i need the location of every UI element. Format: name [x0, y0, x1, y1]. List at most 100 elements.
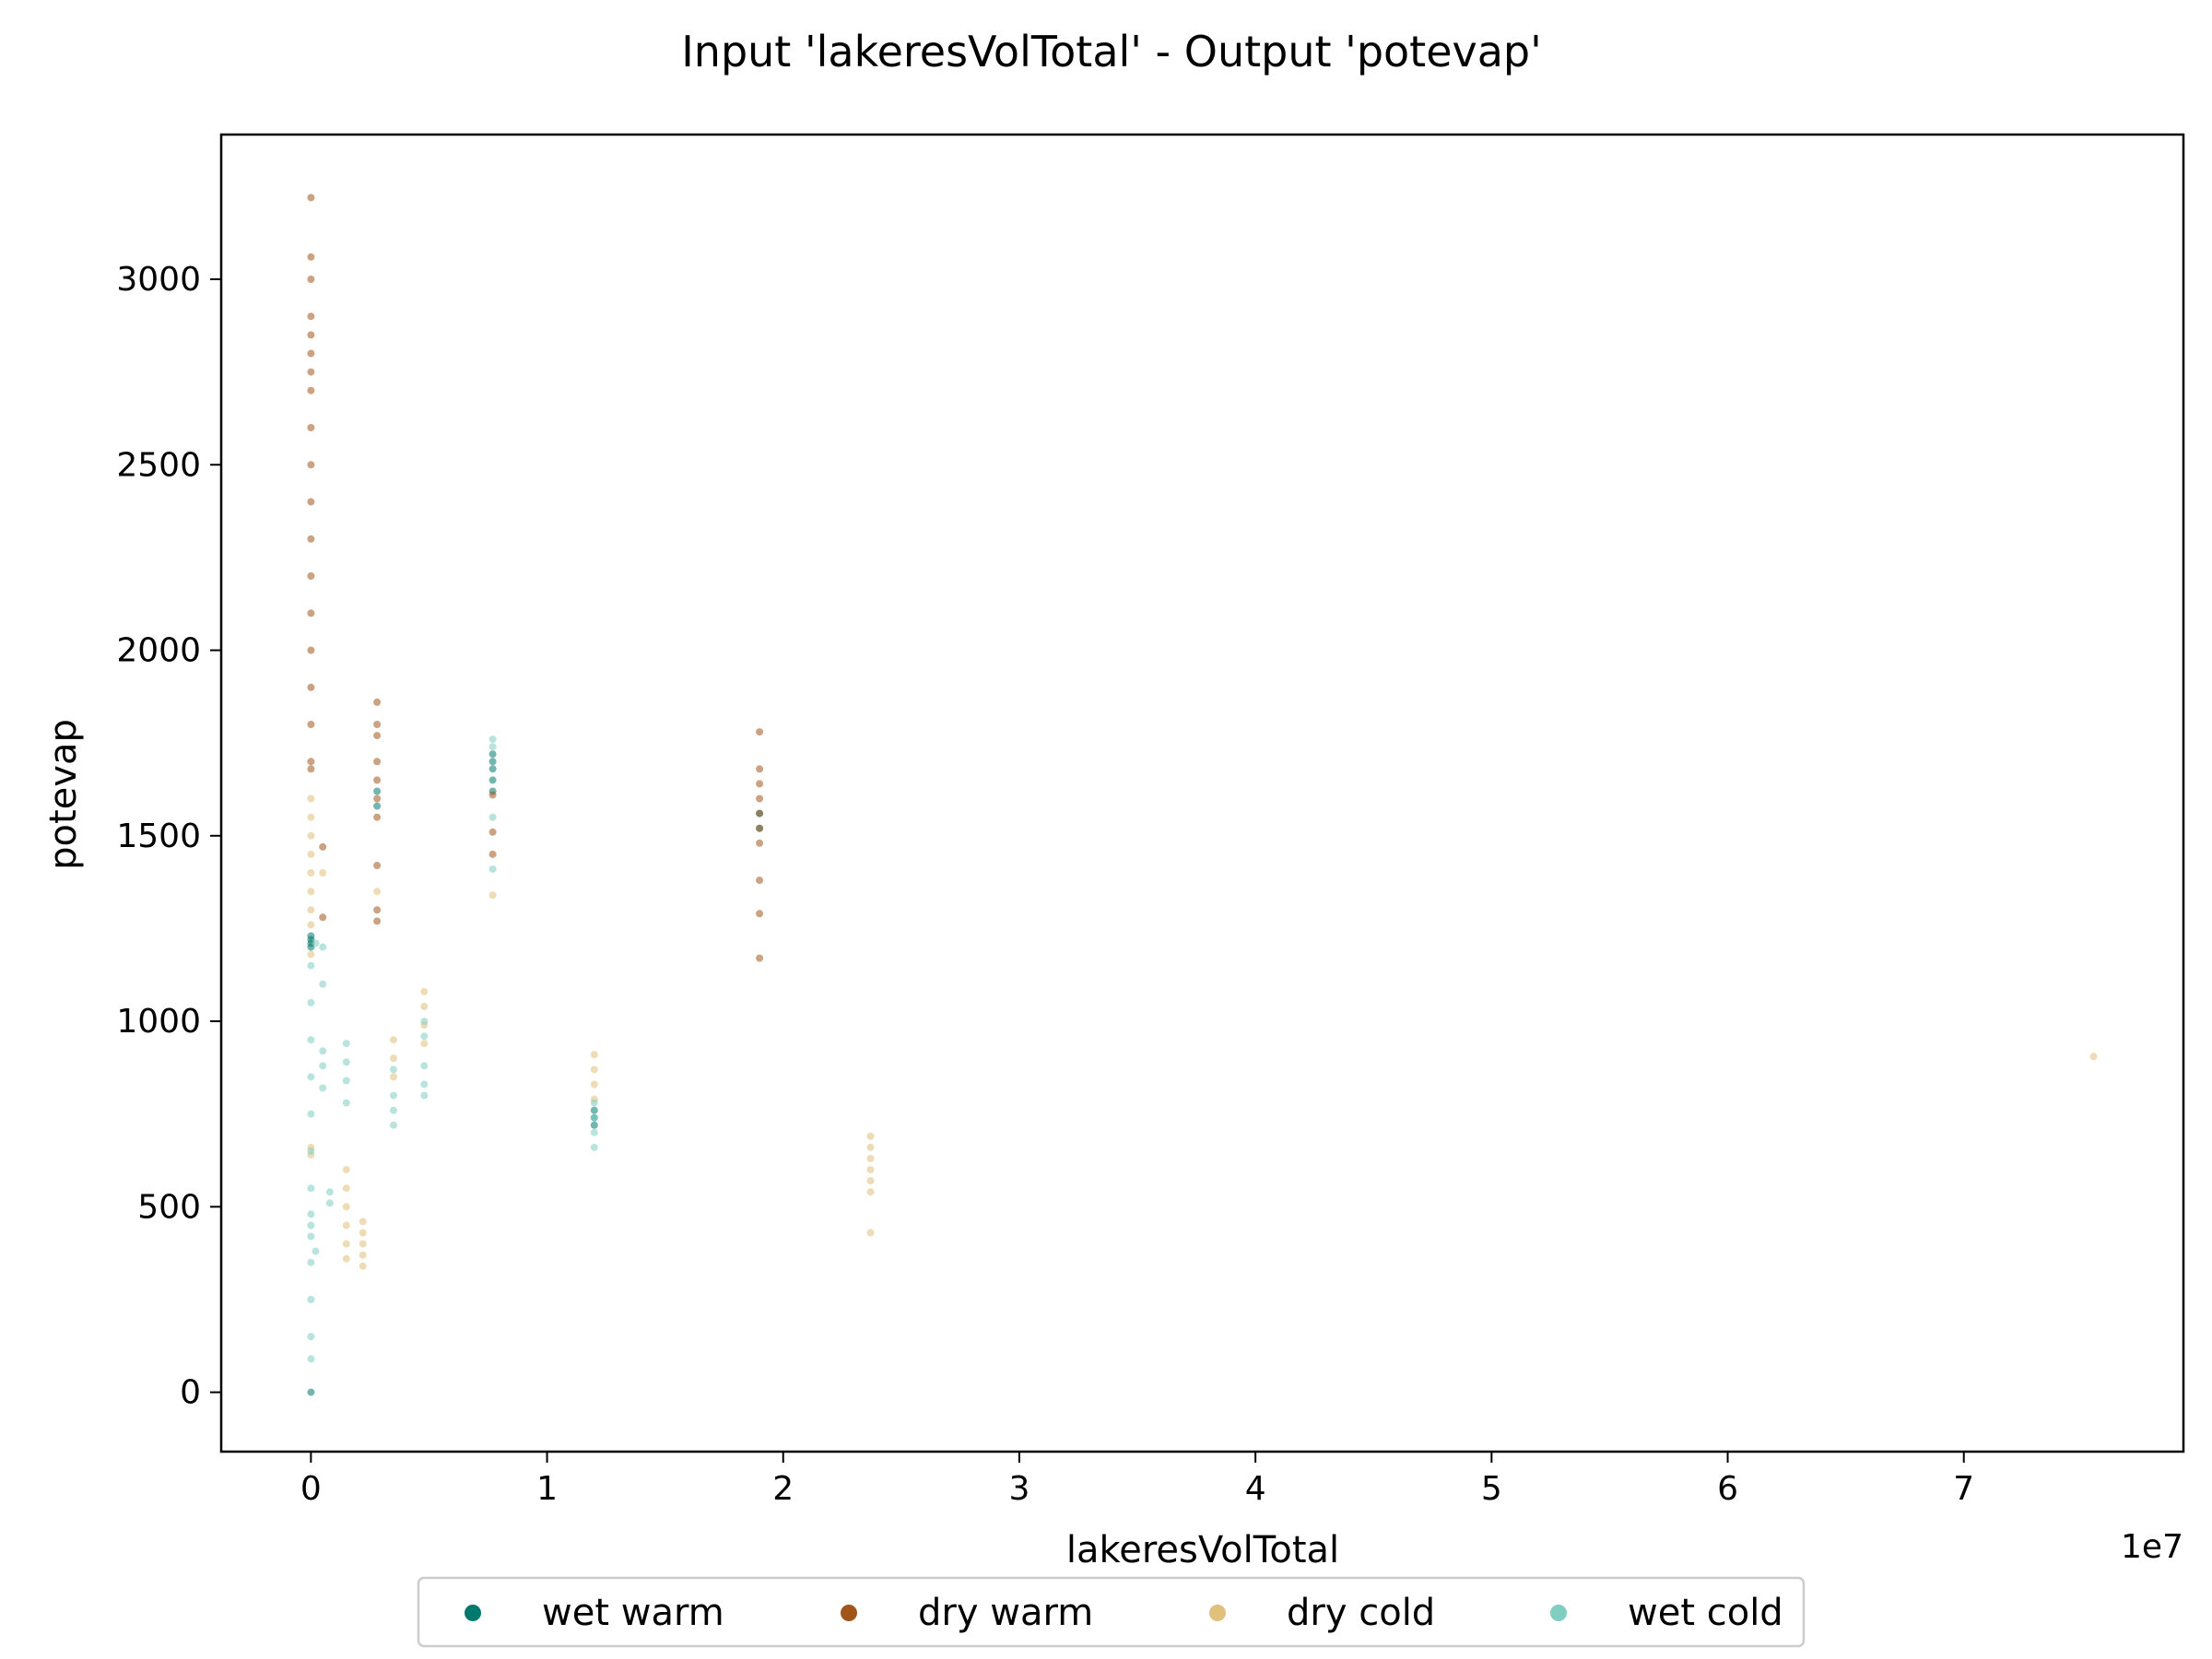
data-point-3-40 [488, 865, 497, 873]
data-point-3-25 [390, 1065, 397, 1074]
data-point-2-21 [390, 1036, 397, 1044]
data-point-1-12 [307, 368, 315, 376]
data-point-3-38 [488, 735, 497, 744]
data-point-1-38 [488, 791, 497, 799]
data-point-2-19 [359, 1251, 367, 1259]
legend-marker-3 [1550, 1605, 1567, 1621]
data-point-2-33 [866, 1143, 875, 1151]
legend-label-2: dry cold [1287, 1592, 1435, 1634]
data-point-1-19 [373, 721, 382, 728]
data-point-2-42 [307, 950, 315, 959]
data-point-3-20 [325, 1199, 334, 1207]
data-point-3-12 [307, 1232, 315, 1241]
y-tick-label-4: 2000 [116, 632, 201, 670]
y-tick-label-2: 1000 [116, 1003, 201, 1041]
y-axis-label: potevap [42, 719, 85, 870]
data-point-2-4 [307, 869, 315, 877]
data-point-1-18 [373, 698, 382, 706]
data-point-2-6 [307, 906, 315, 914]
data-point-3-36 [590, 1128, 598, 1136]
x-axis-offset-label: 1e7 [2121, 1528, 2183, 1566]
data-point-1-40 [488, 850, 497, 858]
x-tick-label-7: 7 [1953, 1470, 1974, 1508]
data-point-2-10 [342, 1166, 350, 1174]
data-point-3-42 [312, 939, 320, 947]
x-tick-label-1: 1 [536, 1470, 558, 1508]
data-point-3-32 [420, 1080, 429, 1088]
data-point-2-27 [420, 1040, 429, 1048]
x-tick-label-5: 5 [1481, 1470, 1502, 1508]
data-point-2-40 [373, 888, 382, 896]
data-point-3-30 [420, 1032, 429, 1041]
data-point-3-19 [325, 1188, 334, 1196]
data-point-2-25 [420, 1003, 429, 1010]
data-point-0-12 [590, 1121, 598, 1129]
data-point-1-25 [373, 862, 382, 869]
legend-marker-2 [1209, 1605, 1226, 1621]
data-point-3-41 [488, 813, 497, 821]
data-point-1-15 [307, 276, 315, 283]
data-point-2-41 [319, 869, 327, 877]
plot-area-frame [219, 133, 2185, 1453]
data-point-2-24 [420, 987, 429, 995]
data-point-3-5 [307, 1147, 315, 1155]
y-tick-label-5: 2500 [116, 446, 201, 484]
data-point-2-20 [359, 1262, 367, 1270]
data-point-2-15 [342, 1254, 350, 1263]
data-point-1-6 [307, 609, 315, 618]
legend: wet warm dry warm dry cold wet cold [417, 1576, 1806, 1648]
data-point-1-7 [307, 646, 315, 654]
data-point-1-0 [307, 386, 315, 394]
data-point-2-3 [307, 850, 315, 858]
data-point-3-29 [420, 1018, 429, 1026]
data-point-1-27 [373, 917, 382, 925]
data-point-2-43 [488, 891, 497, 900]
data-point-3-6 [307, 1184, 315, 1193]
data-point-1-9 [307, 721, 315, 728]
data-point-2-16 [359, 1218, 367, 1226]
data-point-2-2 [307, 831, 315, 840]
data-point-2-13 [342, 1221, 350, 1230]
data-point-3-10 [307, 1333, 315, 1341]
data-point-3-23 [342, 1077, 350, 1085]
data-point-2-7 [307, 921, 315, 929]
data-point-0-4 [307, 1388, 315, 1396]
data-point-1-16 [307, 253, 315, 261]
data-point-1-33 [756, 824, 764, 832]
data-point-3-16 [319, 1047, 327, 1055]
data-point-3-4 [307, 1110, 315, 1118]
data-point-3-37 [590, 1143, 598, 1151]
x-tick-label-4: 4 [1245, 1470, 1266, 1508]
data-point-2-35 [866, 1166, 875, 1174]
data-point-2-22 [390, 1054, 397, 1063]
legend-label-0: wet warm [542, 1592, 724, 1634]
data-point-3-8 [307, 1258, 315, 1266]
data-point-0-8 [488, 758, 497, 766]
data-point-2-38 [866, 1229, 875, 1237]
data-point-0-7 [488, 765, 497, 773]
data-point-3-26 [390, 1091, 397, 1100]
y-tick-label-1: 500 [137, 1188, 201, 1226]
data-point-3-18 [319, 1084, 327, 1092]
data-point-3-21 [342, 1040, 350, 1048]
y-tick-label-0: 0 [180, 1374, 201, 1412]
data-point-1-14 [307, 312, 315, 321]
data-point-1-20 [373, 732, 382, 740]
y-axis-ticks: 0 500 1000 1500 2000 2500 3000 [116, 261, 221, 1412]
x-tick-label-2: 2 [772, 1470, 794, 1508]
data-point-2-5 [307, 888, 315, 896]
legend-marker-1 [841, 1605, 857, 1621]
data-point-3-34 [590, 1099, 598, 1107]
data-point-2-28 [590, 1051, 598, 1059]
legend-marker-0 [465, 1605, 481, 1621]
data-point-3-1 [307, 998, 315, 1006]
data-point-2-34 [866, 1155, 875, 1162]
data-point-0-13 [373, 802, 382, 810]
data-point-1-26 [373, 906, 382, 914]
data-point-3-43 [312, 1247, 320, 1255]
chart-title: Input 'lakeresVolTotal' - Output 'poteva… [681, 27, 1542, 76]
data-point-1-28 [756, 728, 764, 736]
data-point-1-13 [307, 349, 315, 358]
y-tick-label-3: 1500 [116, 818, 201, 855]
legend-frame [417, 1576, 1806, 1648]
